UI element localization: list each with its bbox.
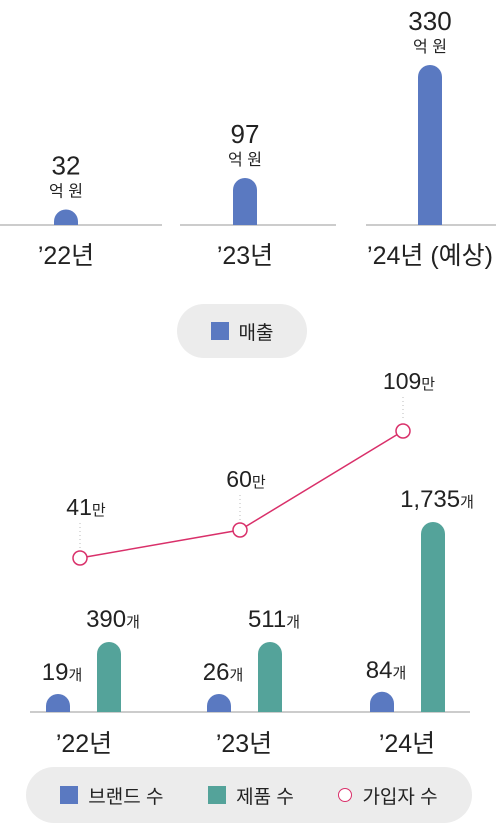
revenue-legend-swatch	[210, 322, 229, 340]
chart2-legend: 브랜드 수 제품 수 가입자 수	[26, 767, 472, 823]
products-bar	[97, 642, 121, 712]
revenue-bar	[418, 65, 442, 225]
category-label: ’23년	[217, 242, 273, 270]
products-bar	[421, 522, 445, 712]
revenue-unit-label: 억 원	[228, 151, 262, 169]
products-legend-item: 제품 수	[208, 782, 294, 809]
members-legend-label: 가입자 수	[362, 786, 438, 808]
revenue-unit-label: 억 원	[413, 38, 447, 56]
brands-bar	[370, 691, 394, 712]
brands-bar	[46, 694, 70, 712]
revenue-legend: 매출	[177, 304, 307, 358]
members-point	[232, 522, 248, 538]
members-legend-marker	[338, 788, 353, 802]
revenue-unit-label: 억 원	[49, 182, 83, 200]
revenue-value-label: 32	[52, 150, 81, 180]
brands-legend-label: 브랜드 수	[88, 786, 164, 808]
category-label: ’23년	[216, 730, 272, 758]
brands-value-label: 26개	[203, 659, 244, 686]
members-value-label: 41만	[66, 494, 106, 520]
brands-legend-swatch	[60, 786, 79, 804]
revenue-legend-label: 매출	[238, 322, 274, 344]
revenue-value-label: 330	[408, 6, 451, 36]
brands-legend-item: 브랜드 수	[60, 782, 164, 809]
products-value-label: 511개	[248, 606, 300, 633]
members-point	[395, 423, 411, 439]
revenue-chart: ’22년 ’23년 ’24년 (예상) 32 억 원 97 억 원 330 억 원	[0, 6, 496, 270]
category-label: ’24년	[379, 730, 435, 758]
products-legend-label: 제품 수	[236, 786, 294, 808]
members-value-label: 60만	[226, 466, 266, 492]
products-value-label: 1,735개	[400, 486, 474, 513]
revenue-value-label: 97	[231, 119, 260, 149]
category-label: ’24년 (예상)	[367, 242, 493, 270]
members-line	[79, 430, 404, 559]
brands-bar	[207, 694, 231, 712]
members-value-label: 109만	[383, 368, 435, 394]
revenue-bar	[233, 177, 257, 225]
brands-value-label: 19개	[42, 659, 83, 686]
category-label: ’22년	[38, 242, 94, 270]
products-value-label: 390개	[86, 606, 140, 633]
category-label: ’22년	[56, 730, 112, 758]
products-bar	[258, 642, 282, 712]
revenue-bar	[54, 209, 78, 225]
members-point	[72, 550, 88, 566]
brands-value-label: 84개	[366, 657, 407, 684]
members-legend-item: 가입자 수	[338, 782, 438, 809]
products-legend-swatch	[208, 786, 227, 804]
